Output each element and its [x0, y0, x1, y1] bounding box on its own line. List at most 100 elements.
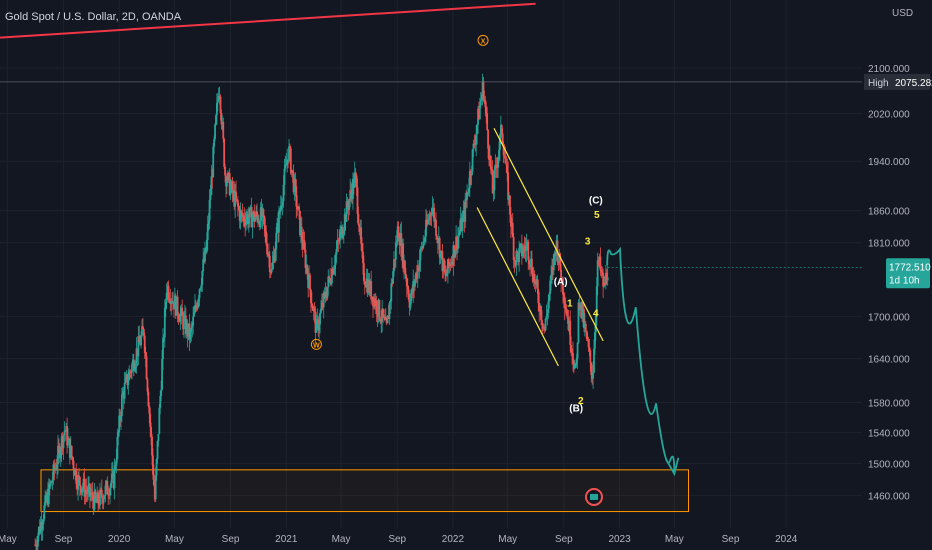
candle-body — [178, 319, 181, 322]
candle-body — [284, 164, 287, 169]
candle-body — [330, 283, 332, 285]
candle-body — [247, 214, 249, 224]
candle-body — [242, 215, 245, 217]
candle-body — [562, 294, 565, 301]
candle-body — [217, 96, 220, 100]
candle-body — [494, 164, 497, 170]
candle-body — [240, 211, 243, 213]
candle-body — [371, 296, 374, 300]
candle-body — [41, 524, 44, 530]
candle-body — [506, 164, 509, 173]
candle-body — [568, 320, 571, 331]
candle-body — [187, 323, 190, 337]
candle-body — [128, 371, 131, 381]
y-tick-label: 1460.000 — [868, 491, 910, 502]
candle-body — [111, 471, 114, 474]
candle-body — [118, 415, 121, 433]
y-axis[interactable]: 1460.000 1500.000 1540.000 1580.000 1640.000… — [864, 64, 932, 502]
candle-body — [403, 260, 405, 269]
candle-body — [173, 295, 176, 310]
candle-body — [429, 213, 432, 215]
candle-body — [72, 460, 75, 470]
candle-body — [78, 475, 80, 478]
candle-body — [581, 301, 584, 319]
candle-body — [437, 237, 440, 243]
candle-body — [491, 170, 494, 194]
candle-body — [415, 272, 417, 280]
candle-body — [486, 113, 489, 130]
candle-body — [324, 292, 327, 297]
candle-body — [346, 201, 349, 208]
candle-body — [136, 348, 139, 357]
wave-label: W — [313, 342, 320, 349]
candle-body — [163, 307, 166, 338]
candle-body — [442, 259, 445, 272]
candle-body — [485, 107, 488, 114]
candle-body — [335, 249, 338, 255]
candle-body — [465, 199, 468, 201]
y-tick-label: 1700.000 — [868, 312, 910, 323]
currency-label: USD — [892, 8, 913, 19]
candle-body — [252, 211, 255, 218]
candle-body — [410, 289, 413, 301]
candle-body — [241, 212, 244, 217]
candle-body — [99, 489, 101, 506]
candle-body — [84, 489, 87, 497]
candle-body — [57, 445, 59, 465]
candle-body — [170, 300, 173, 305]
candle-body — [38, 527, 41, 533]
candle-body — [175, 296, 178, 316]
candle-body — [572, 353, 574, 362]
wave-label: X — [481, 38, 486, 45]
candle-body — [467, 192, 469, 194]
candle-body — [380, 321, 383, 323]
candle-body — [287, 159, 289, 162]
candle-body — [508, 195, 510, 200]
candle-body — [386, 315, 389, 324]
candle-body — [499, 134, 501, 150]
candle-body — [347, 207, 350, 210]
candle-body — [543, 326, 546, 331]
candle-body — [260, 207, 263, 218]
candle-body — [244, 221, 247, 226]
candle-body — [63, 431, 66, 436]
candle-body — [281, 201, 284, 206]
candle-body — [89, 483, 91, 497]
candle-body — [245, 219, 247, 226]
candle-body — [605, 272, 608, 281]
candle-body — [515, 251, 518, 266]
candle-body — [168, 298, 171, 301]
candle-body — [360, 227, 363, 244]
candle-body — [340, 226, 342, 232]
candle-body — [534, 281, 537, 284]
candle-body — [147, 391, 150, 407]
candle-body — [344, 214, 347, 222]
candle-body — [507, 172, 510, 200]
candle-body — [291, 170, 294, 173]
candle-body — [223, 138, 226, 167]
candle-body — [183, 317, 185, 330]
candle-body — [131, 364, 133, 373]
candle-body — [194, 305, 196, 313]
candle-body — [597, 260, 600, 262]
candle-body — [394, 259, 396, 261]
candle-body — [592, 372, 594, 379]
candle-body — [387, 315, 390, 319]
candle-body — [270, 268, 273, 273]
candle-body — [224, 166, 226, 176]
candle-body — [454, 250, 457, 258]
candle-body — [424, 236, 426, 241]
x-tick-label: 2020 — [108, 534, 131, 545]
candle-body — [122, 391, 125, 399]
candle-body — [54, 467, 57, 471]
candle-body — [388, 302, 391, 319]
candle-body — [56, 464, 58, 469]
candle-body — [296, 206, 299, 210]
candle-body — [83, 478, 86, 497]
candle-body — [308, 274, 310, 288]
candle-body — [514, 261, 517, 266]
candle-body — [299, 226, 302, 235]
candle-body — [599, 256, 602, 271]
candle-body — [230, 181, 233, 187]
